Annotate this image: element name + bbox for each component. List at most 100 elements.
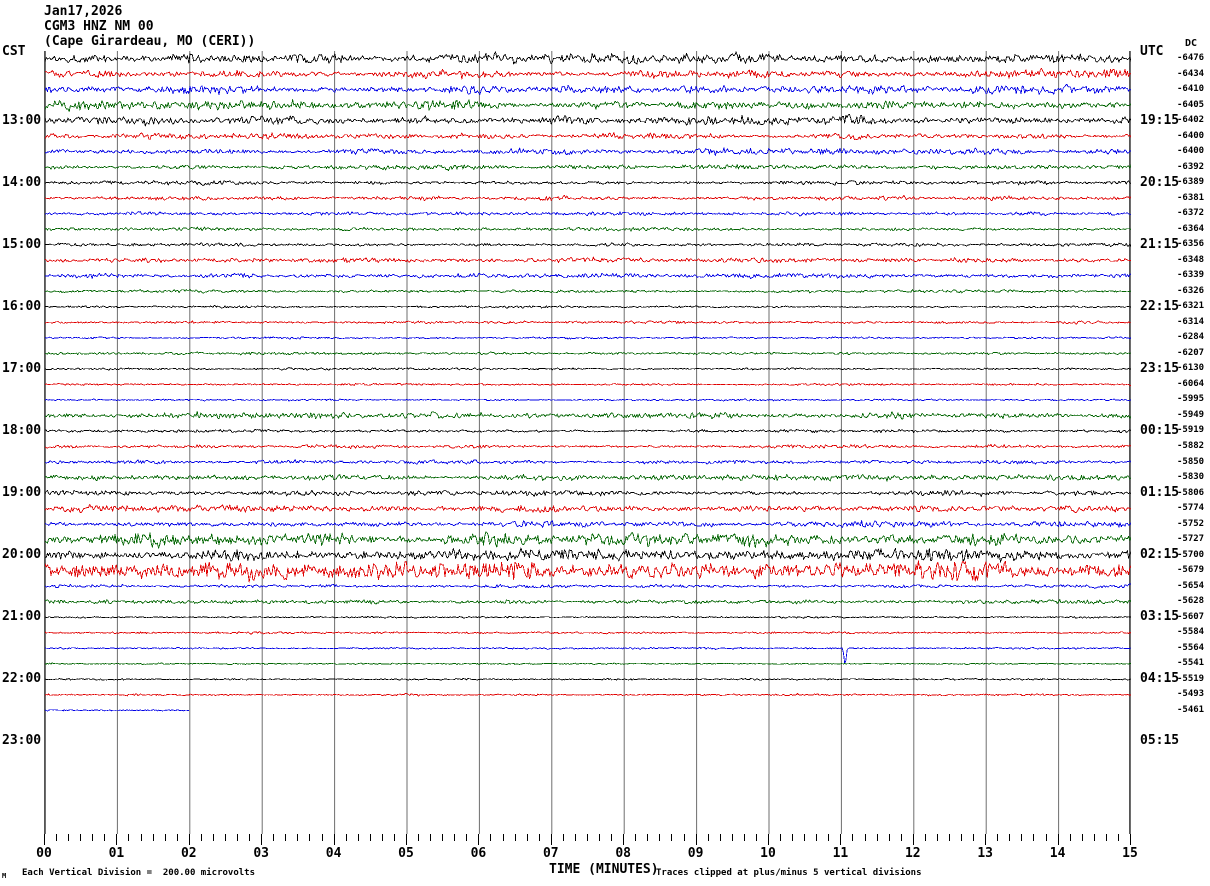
dc-value-label: -6400 — [1177, 146, 1205, 157]
cst-hour-label: 19:00 — [2, 485, 42, 501]
utc-hour-label: 22:15 — [1140, 298, 1180, 314]
helicorder-plot[interactable] — [44, 51, 1131, 834]
axis-tick-major — [695, 834, 697, 845]
dc-value-label: -6284 — [1177, 332, 1205, 343]
axis-tick-minor — [888, 834, 890, 841]
axis-tick-minor — [176, 834, 178, 841]
dc-value-label: -5919 — [1177, 425, 1205, 436]
axis-tick-major — [985, 834, 987, 845]
axis-tick-minor — [369, 834, 371, 841]
axis-tick-minor — [900, 834, 902, 841]
axis-tick-minor — [599, 834, 601, 841]
dc-value-label: -6314 — [1177, 316, 1205, 327]
utc-hour-label: 21:15 — [1140, 236, 1180, 252]
axis-tick-minor — [225, 834, 226, 841]
axis-tick-minor — [68, 834, 70, 841]
axis-tick-major — [406, 834, 407, 845]
axis-tick-minor — [936, 834, 938, 841]
axis-tick-minor — [140, 834, 142, 841]
axis-minute-label: 00 — [36, 846, 52, 861]
time-axis: 00 01 02 03 04 05 06 07 08 09 10 11 12 13 14 15 — [36, 834, 1138, 861]
axis-tick-minor — [466, 834, 468, 841]
axis-tick-major — [261, 834, 263, 845]
axis-tick-minor — [1009, 834, 1011, 841]
axis-tick-minor — [611, 834, 613, 841]
axis-tick-minor — [816, 834, 818, 841]
axis-tick-minor — [152, 834, 154, 841]
axis-minute-label: 09 — [687, 846, 704, 861]
axis-tick-minor — [212, 834, 214, 841]
dc-value-label: -5519 — [1177, 673, 1205, 684]
axis-tick-minor — [321, 834, 323, 841]
axis-tick-minor — [502, 834, 504, 841]
axis-tick-minor — [707, 834, 709, 841]
axis-tick-major — [188, 834, 190, 845]
axis-tick-minor — [961, 834, 963, 841]
axis-tick-minor — [514, 834, 516, 841]
dc-value-label: -6339 — [1177, 270, 1205, 281]
dc-value-label: -6392 — [1177, 161, 1205, 172]
axis-tick-minor — [249, 834, 251, 841]
dc-value-label: -6410 — [1177, 84, 1205, 95]
axis-tick-minor — [997, 834, 999, 841]
cst-hour-label: 14:00 — [2, 174, 42, 190]
axis-tick-minor — [864, 834, 866, 841]
dc-value-label: -6364 — [1177, 223, 1205, 234]
axis-minute-label: 07 — [542, 846, 559, 861]
dc-value-label: -5541 — [1177, 658, 1205, 669]
cst-hour-label: 13:00 — [2, 112, 42, 128]
dc-value-label: -5628 — [1177, 596, 1205, 607]
axis-minute-label: 15 — [1122, 846, 1138, 861]
axis-tick-minor — [1105, 834, 1107, 841]
dc-value-label: -6130 — [1177, 363, 1205, 374]
x-axis-title: TIME (MINUTES) — [549, 862, 659, 877]
axis-tick-minor — [683, 834, 685, 841]
axis-tick-minor — [237, 834, 239, 841]
dc-value-label: -5493 — [1177, 689, 1205, 700]
axis-tick-minor — [418, 834, 420, 841]
header-channel: CGM3 HNZ NM 00 — [44, 19, 154, 34]
axis-minute-label: 02 — [180, 846, 197, 861]
dc-value-label: -5564 — [1177, 642, 1205, 653]
axis-tick-minor — [345, 834, 347, 841]
axis-tick-minor — [454, 834, 456, 841]
axis-tick-minor — [104, 834, 106, 841]
axis-tick-minor — [442, 834, 444, 841]
dc-value-label: -6381 — [1177, 192, 1205, 203]
dc-value-label: -6400 — [1177, 130, 1205, 141]
axis-tick-minor — [1045, 834, 1047, 841]
dc-value-label: -5584 — [1177, 627, 1205, 638]
header-date: Jan17,2026 — [44, 4, 123, 19]
dc-value-label: -6356 — [1177, 239, 1205, 250]
left-timezone-label: CST — [2, 44, 26, 59]
axis-tick-major — [44, 834, 45, 845]
axis-tick-minor — [381, 834, 383, 841]
dc-value-label: -5700 — [1177, 549, 1205, 560]
axis-minute-label: 12 — [904, 846, 921, 861]
axis-tick-minor — [309, 834, 311, 841]
dc-value-label: -5882 — [1177, 441, 1205, 451]
dc-value-label: -6402 — [1177, 115, 1205, 126]
dc-value-label: -5654 — [1177, 580, 1205, 591]
dc-value-label: -5995 — [1177, 394, 1205, 405]
utc-hour-label: 23:15 — [1140, 360, 1180, 376]
axis-tick-minor — [285, 834, 287, 841]
axis-tick-minor — [92, 834, 94, 841]
axis-tick-minor — [852, 834, 854, 841]
axis-tick-minor — [1021, 834, 1023, 841]
axis-tick-minor — [635, 834, 637, 841]
dc-value-label: -5806 — [1177, 487, 1205, 498]
dc-value-label: -6389 — [1177, 177, 1205, 188]
axis-tick-minor — [357, 834, 359, 841]
utc-hour-label: 01:15 — [1140, 485, 1180, 501]
dc-value-label: -6064 — [1177, 378, 1205, 389]
cst-hour-label: 17:00 — [2, 360, 42, 376]
axis-minute-label: 05 — [398, 846, 414, 861]
axis-tick-minor — [587, 834, 588, 841]
dc-column-header: DC — [1185, 38, 1198, 49]
utc-hour-label: 02:15 — [1140, 547, 1180, 563]
axis-tick-minor — [743, 834, 745, 841]
axis-tick-minor — [780, 834, 782, 841]
axis-tick-minor — [792, 834, 794, 841]
